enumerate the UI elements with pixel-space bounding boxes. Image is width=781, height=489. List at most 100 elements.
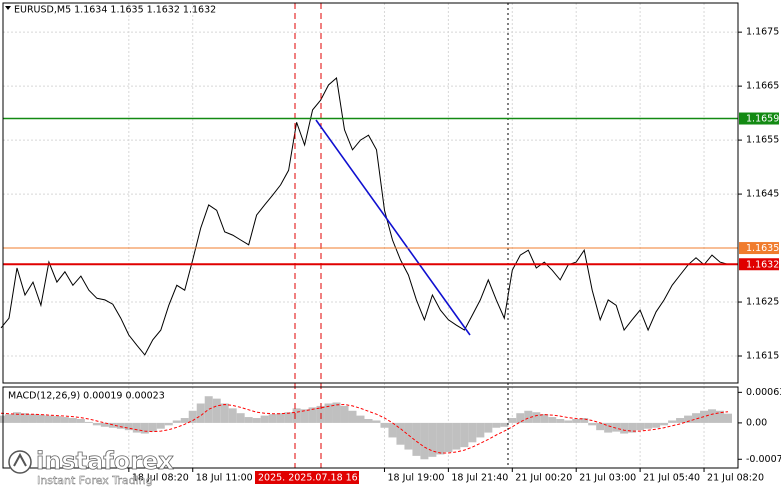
macd-bar — [68, 418, 77, 423]
watermark: instaforex Instant Forex Trading — [8, 447, 175, 487]
macd-bar — [372, 420, 381, 423]
macd-bar — [500, 422, 509, 427]
x-tick-label: 21 Jul 00:20 — [515, 473, 572, 484]
marks — [0, 77, 732, 460]
macd-bar — [508, 418, 517, 423]
macd-bar — [636, 422, 645, 431]
macd-bar — [252, 418, 261, 423]
macd-bar — [580, 418, 589, 423]
level-label: 1.1635 — [746, 243, 779, 254]
macd-bar — [332, 402, 341, 423]
level-label: 1.1659 — [746, 114, 779, 125]
macd-bar — [532, 412, 541, 423]
y-tick-label: -0.00075 — [746, 454, 781, 465]
macd-bar — [684, 415, 693, 423]
crosshair-label-box — [255, 471, 359, 484]
macd-bar — [308, 407, 317, 423]
macd-bar — [28, 414, 37, 423]
macd-bar — [76, 419, 85, 423]
y-tick-label: 1.1645 — [746, 189, 779, 200]
macd-bar — [484, 422, 493, 433]
macd-bar — [604, 422, 613, 433]
macd-title: MACD(12,26,9) 0.00019 0.00023 — [8, 391, 165, 402]
x-tick-label: 18 Jul 21:40 — [451, 473, 508, 484]
macd-bar — [364, 419, 373, 423]
macd-bar — [460, 422, 469, 448]
macd-bar — [548, 417, 557, 423]
menu-arrow — [5, 6, 11, 10]
macd-bar — [148, 422, 157, 432]
macd-bar — [244, 417, 253, 423]
macd-bar — [692, 413, 701, 423]
macd-bar — [380, 422, 389, 428]
price-line — [0, 77, 729, 356]
grid: 1.1675 1.1665 1.1655 1.1645 1.1625 1.1615 18 J… — [3, 3, 781, 484]
macd-bar — [396, 422, 405, 445]
macd-bar — [132, 422, 141, 433]
logo-icon-mark — [13, 452, 27, 467]
trend-line — [315, 119, 471, 336]
macd-bar — [652, 422, 661, 428]
macd-bar — [212, 398, 221, 423]
macd-bar — [716, 410, 725, 423]
y-tick-label: 1.1665 — [746, 81, 779, 92]
macd-bar — [564, 420, 573, 423]
x-tick-label: 21 Jul 05:40 — [643, 473, 700, 484]
macd-bar — [660, 422, 669, 426]
macd-bar — [124, 422, 133, 431]
y-tick-label: 0.00063 — [746, 387, 781, 398]
macd-bar — [436, 422, 445, 455]
macd-bar — [260, 415, 269, 423]
macd-bar — [164, 422, 173, 426]
y-tick-label: 1.1655 — [746, 135, 779, 146]
macd-bar — [100, 422, 109, 427]
x-tick-label: 21 Jul 08:20 — [707, 473, 764, 484]
macd-bar — [52, 416, 61, 423]
macd-bar — [468, 422, 477, 443]
macd-bar — [628, 422, 637, 433]
macd-bar — [268, 414, 277, 423]
macd-bar — [428, 422, 437, 457]
macd-bar — [572, 419, 581, 423]
macd-bar — [420, 422, 429, 460]
macd-bar — [356, 415, 365, 423]
signal-line — [0, 403, 729, 454]
macd-bar — [620, 422, 629, 434]
macd-bar — [556, 419, 565, 423]
macd-bar — [324, 403, 333, 423]
y-tick-label: 1.1675 — [746, 27, 779, 38]
crosshair-label: 2025. 2025.07.18 16:15 — [258, 473, 373, 484]
macd-bar — [60, 417, 69, 423]
macd-bar — [172, 420, 181, 423]
level-label: 1.1632 — [746, 259, 779, 270]
macd-bar — [140, 422, 149, 434]
macd-bar — [220, 403, 229, 423]
x-tick-label: 18 Jul 08:20 — [132, 473, 189, 484]
macd-bar — [340, 405, 349, 423]
macd-bar — [292, 408, 301, 423]
macd-bar — [348, 410, 357, 423]
macd-bar — [84, 421, 93, 423]
macd-bar — [668, 420, 677, 423]
macd-bar — [92, 422, 101, 426]
macd-bar — [276, 413, 285, 423]
y-tick-label: 1.1625 — [746, 297, 779, 308]
level-label-box — [739, 112, 779, 125]
overlay: 1.1659 1.1635 1.1632 2025. 2025.07.18 16:15 — [3, 112, 779, 484]
macd-bar — [452, 422, 461, 450]
macd-bar — [44, 415, 53, 423]
macd-bar — [516, 413, 525, 423]
macd-bar — [300, 409, 309, 423]
macd-bar — [156, 422, 165, 429]
macd-frame — [2, 386, 739, 469]
logo-icon — [8, 450, 32, 474]
x-tick-label: 18 Jul 19:00 — [387, 473, 444, 484]
x-tick-label: 21 Jul 03:00 — [579, 473, 636, 484]
macd-bar — [476, 422, 485, 438]
macd-bar — [12, 412, 21, 423]
macd-bar — [236, 413, 245, 423]
macd-bar — [284, 412, 293, 423]
macd-bar — [188, 410, 197, 423]
